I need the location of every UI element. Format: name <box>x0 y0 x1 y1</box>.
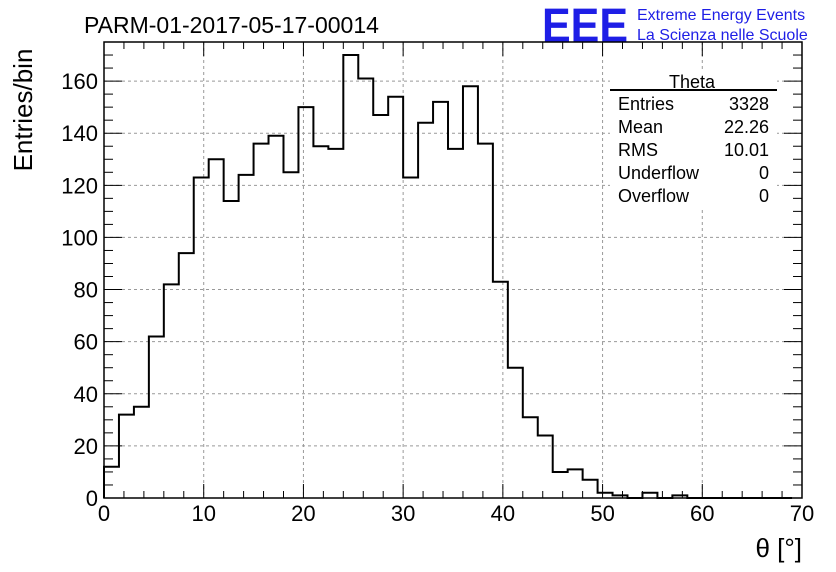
histogram-bin <box>343 55 358 498</box>
x-tick-label: 50 <box>590 501 614 526</box>
x-tick-label: 70 <box>790 501 814 526</box>
histogram-bin <box>463 86 478 498</box>
y-tick-label: 120 <box>61 173 98 198</box>
stats-row-label: Underflow <box>618 163 700 183</box>
histogram-bin <box>538 435 553 498</box>
stats-row-label: RMS <box>618 140 658 160</box>
histogram-bin <box>224 201 239 498</box>
histogram-bin <box>418 123 433 498</box>
histogram-bin <box>388 97 403 498</box>
histogram-bin <box>478 144 493 498</box>
histogram-bin <box>149 336 164 498</box>
y-tick-label: 40 <box>74 382 98 407</box>
histogram-bin <box>254 144 269 498</box>
y-tick-label: 140 <box>61 121 98 146</box>
histogram-bin <box>508 368 523 498</box>
histogram-bin <box>283 172 298 498</box>
histogram-bin <box>209 159 224 498</box>
histogram-bin <box>194 177 209 498</box>
y-tick-label: 0 <box>86 486 98 511</box>
x-tick-label: 40 <box>491 501 515 526</box>
x-axis-label: θ [°] <box>755 533 802 563</box>
histogram-bin <box>583 480 598 498</box>
histogram-bin <box>403 177 418 498</box>
x-tick-label: 20 <box>291 501 315 526</box>
histogram-bin <box>373 115 388 498</box>
histogram-bin <box>328 149 343 498</box>
stats-box: Theta Entries 3328 Mean 22.26 RMS 10.01 Underf… <box>610 70 777 208</box>
histogram-bin <box>134 407 149 498</box>
y-tick-label: 100 <box>61 225 98 250</box>
y-tick-label: 20 <box>74 434 98 459</box>
stats-box-background <box>610 70 777 208</box>
histogram-bin <box>523 417 538 498</box>
stats-row-value: 0 <box>759 163 769 183</box>
eee-logo-line1: Extreme Energy Events <box>637 7 805 24</box>
x-tick-label: 30 <box>391 501 415 526</box>
histogram-bin <box>269 136 284 498</box>
histogram-bin <box>358 78 373 498</box>
stats-row-value: 10.01 <box>724 140 769 160</box>
grid-lines <box>104 42 802 498</box>
histogram-bin <box>553 472 568 498</box>
histogram-bin <box>164 284 179 498</box>
histogram-bin <box>119 415 134 498</box>
stats-row-value: 3328 <box>729 94 769 114</box>
y-tick-label: 80 <box>74 278 98 303</box>
chart-title: PARM-01-2017-05-17-00014 <box>84 12 379 38</box>
y-axis-label: Entries/bin <box>8 49 38 172</box>
y-tick-label: 160 <box>61 69 98 94</box>
eee-logo-line2: La Scienza nelle Scuole <box>637 27 808 44</box>
stats-row-label: Entries <box>618 94 674 114</box>
histogram-bin <box>313 146 328 498</box>
plot-frame <box>103 41 803 499</box>
histogram-bin <box>298 107 313 498</box>
x-tick-label: 0 <box>98 501 110 526</box>
stats-row-label: Overflow <box>618 186 690 206</box>
x-tick-labels: 0 10 20 30 40 50 60 70 <box>98 501 814 526</box>
y-tick-label: 60 <box>74 330 98 355</box>
stats-row-label: Mean <box>618 117 663 137</box>
y-tick-labels: 0 20 40 60 80 100 120 140 160 <box>61 69 98 511</box>
stats-title: Theta <box>669 72 716 92</box>
histogram-bin <box>239 175 254 498</box>
histogram-bin <box>104 467 119 498</box>
histogram-bin <box>433 102 448 498</box>
eee-logo-mark: EEE <box>542 0 628 53</box>
eee-logo: EEE Extreme Energy Events La Scienza nel… <box>542 0 808 53</box>
histogram-bins <box>104 55 687 498</box>
x-tick-label: 60 <box>690 501 714 526</box>
stats-row-value: 0 <box>759 186 769 206</box>
histogram-bin <box>568 469 583 498</box>
stats-rows: Entries 3328 Mean 22.26 RMS 10.01 Underflow 0 Ov… <box>618 94 769 206</box>
histogram-bin <box>179 253 194 498</box>
stats-row-value: 22.26 <box>724 117 769 137</box>
x-tick-label: 10 <box>191 501 215 526</box>
histogram-bin <box>493 282 508 498</box>
